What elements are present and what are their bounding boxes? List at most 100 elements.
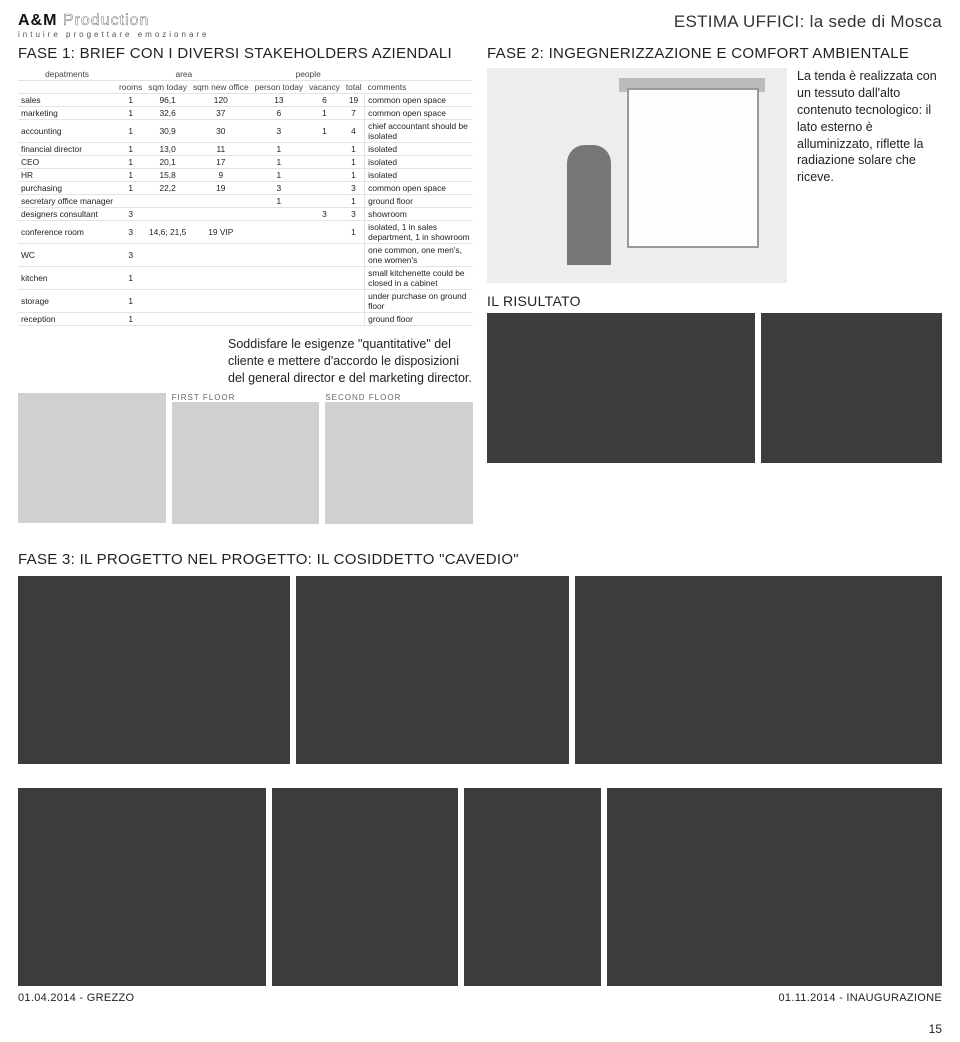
logo-block: A&M Production intuire progettare emozio… xyxy=(18,12,210,39)
table-cell xyxy=(306,290,343,313)
page-header: A&M Production intuire progettare emozio… xyxy=(18,12,942,39)
th-sqm-today: sqm today xyxy=(145,81,190,94)
table-cell: 1 xyxy=(343,221,365,244)
table-cell: accounting xyxy=(18,120,116,143)
table-cell xyxy=(343,244,365,267)
table-row: kitchen1small kitchenette could be close… xyxy=(18,267,473,290)
result-photo-1 xyxy=(487,313,755,463)
table-cell: 1 xyxy=(116,156,145,169)
table-cell: one common, one men's, one women's xyxy=(365,244,473,267)
fase3-photo-2 xyxy=(296,576,568,764)
table-cell: 1 xyxy=(116,143,145,156)
table-row: accounting130,930314chief accountant sho… xyxy=(18,120,473,143)
table-cell: 1 xyxy=(343,195,365,208)
table-cell: 96,1 xyxy=(145,94,190,107)
table-cell: 19 VIP xyxy=(190,221,252,244)
table-cell: 1 xyxy=(252,156,306,169)
table-cell: 3 xyxy=(343,208,365,221)
fase1-column: FASE 1: BRIEF CON I DIVERSI STAKEHOLDERS… xyxy=(18,45,473,529)
table-cell xyxy=(343,313,365,326)
bottom-photos xyxy=(18,788,942,986)
table-cell: 13,0 xyxy=(145,143,190,156)
fase3-photo-1 xyxy=(18,576,290,764)
table-cell: financial director xyxy=(18,143,116,156)
bottom-photo-2 xyxy=(272,788,458,986)
table-cell xyxy=(252,208,306,221)
table-cell: 3 xyxy=(116,208,145,221)
th-sqm-new: sqm new office xyxy=(190,81,252,94)
fase1-brief-text: Soddisfare le esigenze "quantitative" de… xyxy=(228,336,473,387)
table-cell: 120 xyxy=(190,94,252,107)
table-cell xyxy=(190,290,252,313)
fase1-heading: FASE 1: BRIEF CON I DIVERSI STAKEHOLDERS… xyxy=(18,45,473,62)
bottom-photo-1 xyxy=(18,788,266,986)
table-cell: showroom xyxy=(365,208,473,221)
table-cell xyxy=(306,143,343,156)
table-cell: 1 xyxy=(252,195,306,208)
table-cell xyxy=(145,208,190,221)
table-cell: 17 xyxy=(190,156,252,169)
table-cell: 6 xyxy=(306,94,343,107)
table-cell: 1 xyxy=(116,169,145,182)
table-cell: storage xyxy=(18,290,116,313)
table-cell: 3 xyxy=(116,244,145,267)
table-cell: under purchase on ground floor xyxy=(365,290,473,313)
logo-subname: Production xyxy=(63,12,150,29)
table-cell xyxy=(190,267,252,290)
table-cell: 3 xyxy=(306,208,343,221)
table-cell: isolated xyxy=(365,143,473,156)
table-cell: common open space xyxy=(365,94,473,107)
table-cell xyxy=(306,195,343,208)
table-cell xyxy=(306,169,343,182)
table-cell: 20,1 xyxy=(145,156,190,169)
table-cell xyxy=(145,195,190,208)
table-cell: purchasing xyxy=(18,182,116,195)
table-row: CEO120,11711isolated xyxy=(18,156,473,169)
th-dept xyxy=(18,81,116,94)
table-cell: 3 xyxy=(252,182,306,195)
table-cell: 1 xyxy=(116,290,145,313)
table-cell xyxy=(190,195,252,208)
table-cell xyxy=(306,244,343,267)
table-cell: 3 xyxy=(116,221,145,244)
table-row: storage1 under purchase on ground floor xyxy=(18,290,473,313)
table-cell: HR xyxy=(18,169,116,182)
bottom-captions: 01.04.2014 - GREZZO 01.11.2014 - INAUGUR… xyxy=(18,992,942,1004)
table-cell: isolated xyxy=(365,169,473,182)
table-cell: small kitchenette could be closed in a c… xyxy=(365,267,473,290)
fase3-photos xyxy=(18,576,942,764)
table-cell: 9 xyxy=(190,169,252,182)
table-cell xyxy=(145,267,190,290)
logo-tagline: intuire progettare emozionare xyxy=(18,30,210,39)
main-columns: FASE 1: BRIEF CON I DIVERSI STAKEHOLDERS… xyxy=(18,45,942,529)
table-cell xyxy=(252,244,306,267)
table-cell: common open space xyxy=(365,107,473,120)
th-comments: comments xyxy=(365,81,473,94)
table-cell xyxy=(190,208,252,221)
table-cell xyxy=(252,290,306,313)
table-cell: secretary office manager xyxy=(18,195,116,208)
table-cell: designers consultant xyxy=(18,208,116,221)
table-cell: 30,9 xyxy=(145,120,190,143)
result-photo-2 xyxy=(761,313,942,463)
table-cell: 1 xyxy=(343,143,365,156)
fase2-caption: La tenda è realizzata con un tessuto dal… xyxy=(797,68,942,283)
table-cell: WC xyxy=(18,244,116,267)
window-shape xyxy=(627,88,759,248)
table-cell: common open space xyxy=(365,182,473,195)
bottom-photo-4 xyxy=(607,788,942,986)
table-cell xyxy=(145,244,190,267)
fase3-photo-3 xyxy=(575,576,942,764)
section-drawing xyxy=(487,68,787,283)
logo-name: A&M xyxy=(18,12,57,29)
caption-grezzo: 01.04.2014 - GREZZO xyxy=(18,992,134,1004)
first-floor-sketch xyxy=(172,402,320,524)
table-row: financial director113,01111isolated xyxy=(18,143,473,156)
first-floor-plan xyxy=(18,393,166,523)
bottom-photo-3 xyxy=(464,788,601,986)
table-row: purchasing122,21933common open space xyxy=(18,182,473,195)
second-floor-label: SECOND FLOOR xyxy=(325,393,473,402)
page-number: 15 xyxy=(929,1022,942,1036)
table-cell: sales xyxy=(18,94,116,107)
table-cell xyxy=(252,313,306,326)
